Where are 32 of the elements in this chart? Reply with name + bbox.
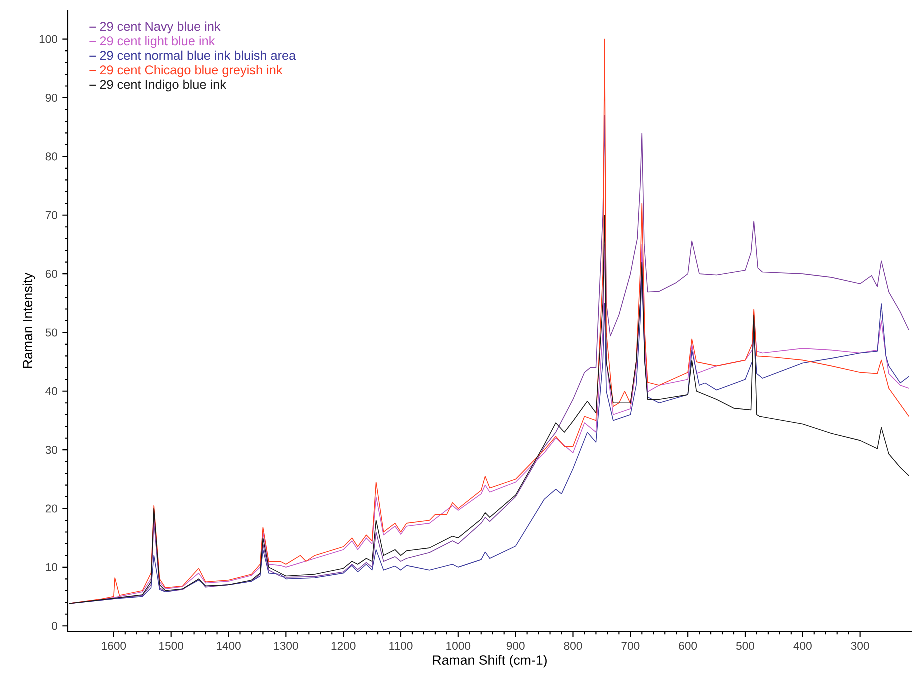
legend-label: 29 cent Indigo blue ink — [100, 80, 226, 92]
legend-label: 29 cent Navy blue ink — [100, 22, 221, 34]
x-tick-label: 1100 — [390, 642, 413, 650]
legend-label: 29 cent light blue ink — [100, 36, 216, 48]
x-tick-label: 1300 — [274, 642, 298, 650]
y-tick-label: 40 — [46, 387, 58, 396]
x-tick-label: 1600 — [102, 642, 126, 650]
y-tick-label: 70 — [46, 211, 58, 220]
x-tick-label: 500 — [736, 642, 754, 650]
legend-label: 29 cent Chicago blue greyish ink — [100, 65, 283, 78]
y-tick-label: 100 — [40, 35, 58, 44]
x-tick-label: 300 — [851, 642, 870, 650]
y-tick-label: 50 — [46, 328, 58, 337]
y-tick-label: 30 — [46, 446, 58, 454]
legend-label: 29 cent normal blue ink bluish area — [100, 50, 296, 60]
y-axis-title: Raman Intensity — [22, 272, 36, 368]
x-tick-label: 400 — [794, 642, 812, 650]
x-tick-label: 800 — [564, 642, 582, 650]
y-tick-label: 80 — [46, 152, 58, 161]
y-tick-label: 90 — [46, 94, 58, 102]
x-axis-title: Raman Shift (cm-1) — [433, 655, 547, 668]
x-tick-label: 1200 — [332, 642, 356, 650]
y-tick-label: 60 — [46, 270, 58, 278]
x-tick-label: 700 — [622, 642, 640, 650]
x-tick-label: 900 — [506, 642, 525, 650]
y-tick-label: 0 — [52, 622, 58, 630]
x-tick-label: 1000 — [446, 642, 471, 650]
y-tick-label: 10 — [46, 563, 58, 572]
x-tick-label: 1400 — [217, 642, 241, 650]
x-tick-label: 600 — [679, 642, 698, 650]
x-tick-label: 1500 — [160, 642, 184, 650]
y-tick-label: 20 — [46, 504, 58, 513]
